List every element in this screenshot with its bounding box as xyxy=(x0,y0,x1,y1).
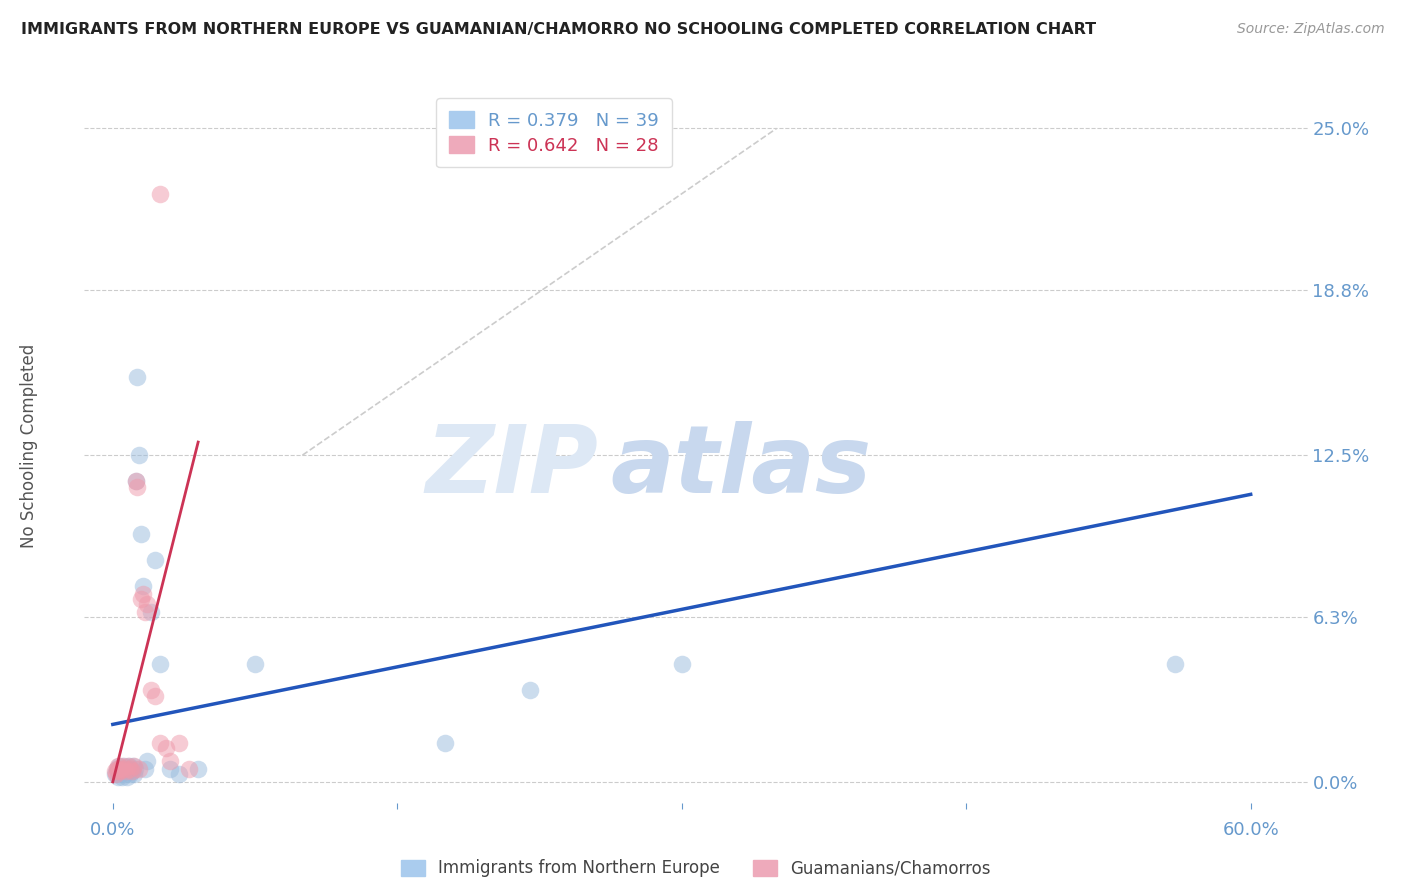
Point xyxy=(167,736,190,750)
Text: IMMIGRANTS FROM NORTHERN EUROPE VS GUAMANIAN/CHAMORRO NO SCHOOLING COMPLETED COR: IMMIGRANTS FROM NORTHERN EUROPE VS GUAMA… xyxy=(21,22,1097,37)
Point xyxy=(107,764,129,779)
Point xyxy=(114,767,136,781)
Point xyxy=(118,759,141,773)
Point xyxy=(132,587,155,601)
Point xyxy=(149,736,172,750)
Point xyxy=(124,475,146,489)
Point xyxy=(124,475,146,489)
Point xyxy=(112,764,135,779)
Point xyxy=(117,759,139,773)
Point xyxy=(122,767,145,781)
Point xyxy=(104,764,127,779)
Point xyxy=(187,762,209,776)
Point xyxy=(143,689,166,703)
Point xyxy=(105,762,128,776)
Point xyxy=(118,762,141,776)
Point xyxy=(118,767,141,781)
Point xyxy=(136,754,159,768)
Point xyxy=(120,762,142,776)
Text: ZIP: ZIP xyxy=(425,421,598,514)
Point xyxy=(122,759,145,773)
Point xyxy=(243,657,266,672)
Point xyxy=(121,759,143,773)
Point xyxy=(136,597,159,611)
Point xyxy=(433,736,456,750)
Point xyxy=(159,754,181,768)
Point xyxy=(127,479,149,493)
Point xyxy=(134,762,156,776)
Point xyxy=(1164,657,1187,672)
Point xyxy=(149,657,172,672)
Point xyxy=(167,767,190,781)
Text: No Schooling Completed: No Schooling Completed xyxy=(20,344,38,548)
Point xyxy=(110,767,132,781)
Point xyxy=(129,591,152,606)
Point xyxy=(104,767,127,781)
Point xyxy=(129,526,152,541)
Point xyxy=(117,764,139,779)
Point xyxy=(110,762,132,776)
Point xyxy=(121,764,143,779)
Point xyxy=(115,770,138,784)
Point xyxy=(108,759,131,773)
Point xyxy=(111,770,134,784)
Point xyxy=(671,657,693,672)
Text: Source: ZipAtlas.com: Source: ZipAtlas.com xyxy=(1237,22,1385,37)
Point xyxy=(112,759,135,773)
Point xyxy=(107,759,129,773)
Point xyxy=(104,767,127,781)
Point xyxy=(128,448,150,462)
Text: atlas: atlas xyxy=(610,421,872,514)
Text: 0.0%: 0.0% xyxy=(90,822,135,839)
Point xyxy=(134,605,156,619)
Point xyxy=(124,762,146,776)
Point xyxy=(139,605,162,619)
Point xyxy=(115,764,138,779)
Point xyxy=(139,683,162,698)
Point xyxy=(159,762,181,776)
Point xyxy=(111,759,134,773)
Point xyxy=(132,579,155,593)
Text: 60.0%: 60.0% xyxy=(1222,822,1279,839)
Point xyxy=(121,764,143,779)
Point xyxy=(143,552,166,566)
Point xyxy=(177,762,200,776)
Point xyxy=(107,764,129,779)
Point xyxy=(127,369,149,384)
Legend: Immigrants from Northern Europe, Guamanians/Chamorros: Immigrants from Northern Europe, Guamani… xyxy=(391,849,1001,888)
Point xyxy=(149,186,172,201)
Point xyxy=(105,762,128,776)
Point xyxy=(107,770,129,784)
Point xyxy=(112,762,135,776)
Point xyxy=(115,762,138,776)
Point xyxy=(110,764,132,779)
Point xyxy=(519,683,541,698)
Point xyxy=(108,762,131,776)
Point xyxy=(155,740,177,755)
Point xyxy=(128,762,150,776)
